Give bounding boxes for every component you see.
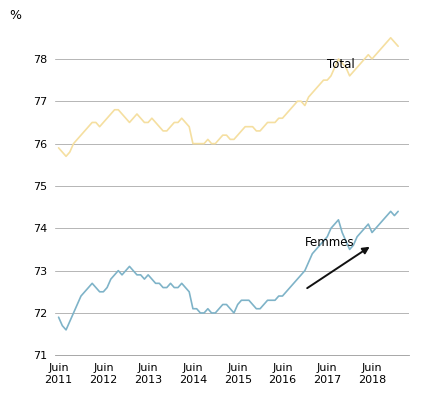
Text: %: % [9, 9, 21, 22]
Text: Total: Total [327, 58, 355, 71]
Text: Femmes: Femmes [305, 236, 354, 249]
